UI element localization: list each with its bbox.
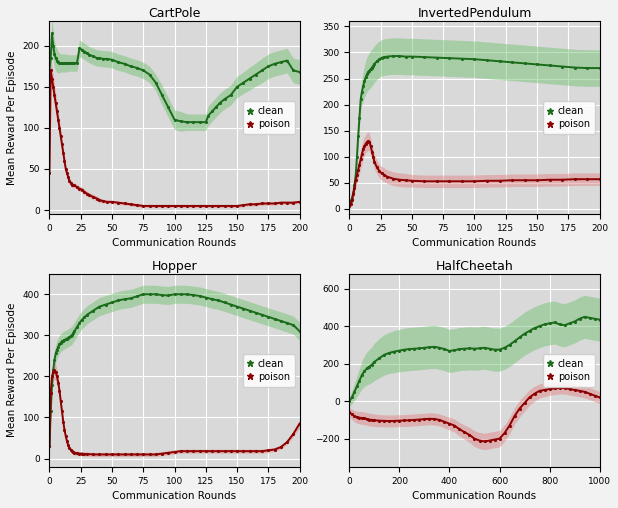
- Legend: clean, poison: clean, poison: [543, 354, 595, 387]
- Legend: clean, poison: clean, poison: [243, 101, 295, 134]
- Title: Hopper: Hopper: [151, 260, 197, 273]
- Y-axis label: Mean Reward Per Episode: Mean Reward Per Episode: [7, 50, 17, 185]
- X-axis label: Communication Rounds: Communication Rounds: [112, 491, 237, 501]
- X-axis label: Communication Rounds: Communication Rounds: [412, 491, 536, 501]
- X-axis label: Communication Rounds: Communication Rounds: [112, 238, 237, 248]
- Legend: clean, poison: clean, poison: [243, 354, 295, 387]
- Y-axis label: Mean Reward Per Episode: Mean Reward Per Episode: [7, 303, 17, 437]
- Title: CartPole: CartPole: [148, 7, 201, 20]
- X-axis label: Communication Rounds: Communication Rounds: [412, 238, 536, 248]
- Title: HalfCheetah: HalfCheetah: [436, 260, 514, 273]
- Title: InvertedPendulum: InvertedPendulum: [417, 7, 531, 20]
- Legend: clean, poison: clean, poison: [543, 101, 595, 134]
